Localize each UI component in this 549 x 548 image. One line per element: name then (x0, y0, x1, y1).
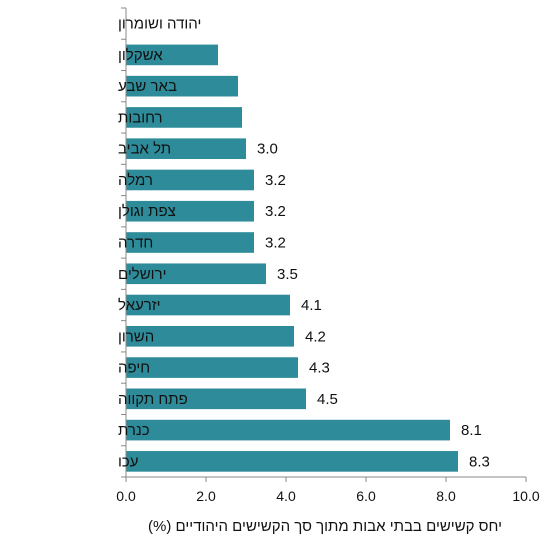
category-label: צפת וגולן (118, 203, 176, 220)
x-tick-label: 0.0 (116, 488, 136, 504)
category-label: כנרת (118, 422, 150, 439)
data-label: 3.5 (277, 266, 298, 283)
category-label: יזרעאל (118, 297, 161, 314)
x-tick-label: 6.0 (356, 488, 376, 504)
x-tick-label: 8.0 (436, 488, 456, 504)
data-label: 3.0 (257, 141, 278, 158)
bar (126, 388, 306, 410)
x-axis-title: יחס קשישים בבתי אבות מתוך סך הקשישים היה… (148, 518, 502, 535)
category-label: השרון (118, 328, 154, 345)
data-label: 4.3 (309, 360, 330, 377)
bar (126, 451, 458, 472)
bar (126, 138, 246, 160)
data-label: 3.2 (265, 203, 286, 220)
category-label: חיפה (118, 360, 150, 377)
category-label: פתח תקווה (118, 391, 188, 408)
bar (126, 263, 266, 285)
category-label: יהודה ושומרון (118, 16, 201, 33)
category-label: רמלה (118, 172, 153, 189)
data-label: 3.2 (265, 235, 286, 252)
axes-layer: 0.0 2.0 4.0 6.0 8.0 10.0 (116, 7, 540, 504)
category-label: עכו (118, 453, 139, 470)
bar (126, 325, 294, 347)
data-label: 4.5 (317, 391, 338, 408)
bars-layer (126, 44, 458, 472)
x-tick-label: 2.0 (196, 488, 216, 504)
category-label: תל אביב (118, 141, 171, 158)
data-label: 8.3 (469, 453, 490, 470)
category-label: רחובות (118, 109, 163, 126)
labels-layer: יהודה ושומרון אשקלון באר שבע רחובות תל אביב 3… (118, 16, 490, 471)
bar (126, 357, 298, 378)
category-label: אשקלון (118, 47, 163, 64)
bar (126, 107, 242, 128)
data-label: 4.2 (305, 328, 326, 345)
bar (126, 75, 238, 97)
data-label: 4.1 (301, 297, 322, 314)
category-label: חדרה (118, 235, 153, 252)
bar (126, 232, 254, 253)
bar (126, 200, 254, 222)
category-label: באר שבע (118, 78, 177, 95)
data-label: 8.1 (461, 422, 482, 439)
bar (126, 294, 290, 316)
x-tick-label: 4.0 (276, 488, 296, 504)
bar (126, 419, 450, 441)
x-tick-label: 10.0 (512, 488, 539, 504)
data-label: 3.2 (265, 172, 286, 189)
bar (126, 169, 254, 191)
category-label: ירושלים (118, 266, 166, 283)
bar (126, 44, 218, 66)
